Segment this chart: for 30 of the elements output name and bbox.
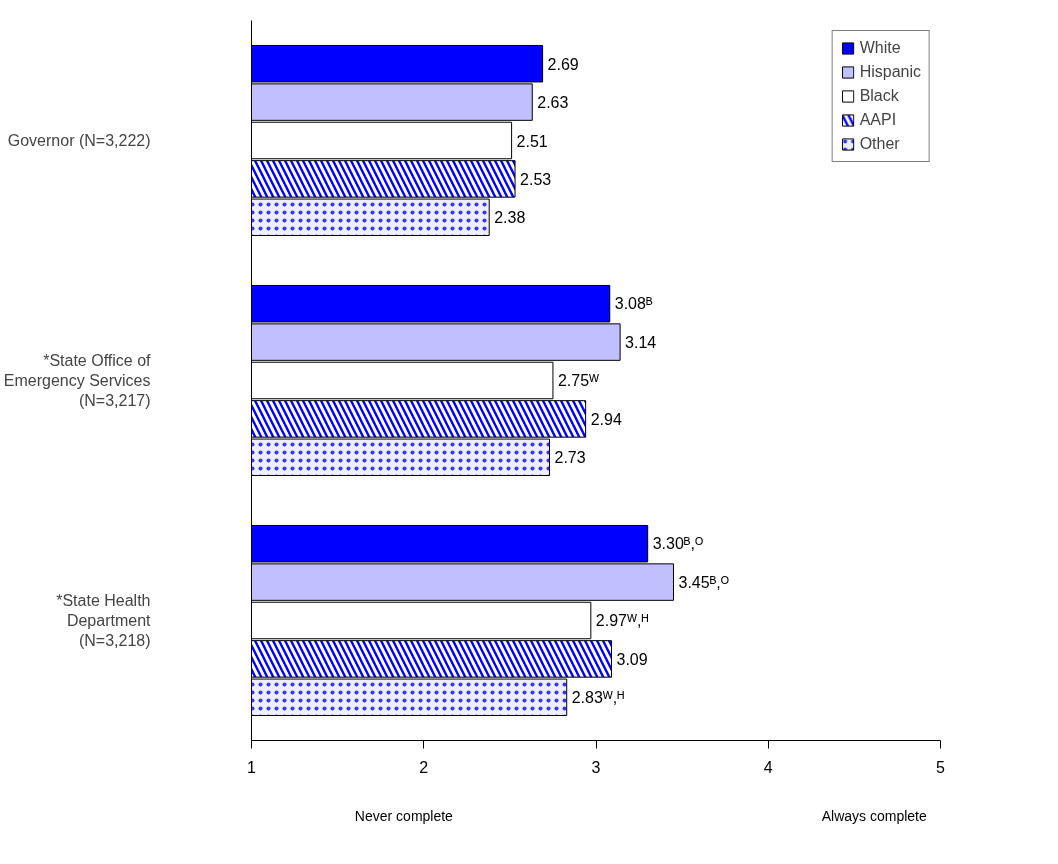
data-label: 2.97ᵂ,ᴴ [595,612,649,629]
legend-label: White [859,39,901,57]
data-label: 3.45ᴮ,ᴼ [678,573,729,591]
data-label: 2.51 [516,132,548,150]
data-label: 2.53 [520,170,552,188]
text: Never complete [354,807,454,824]
data-label: 2.73 [554,449,586,467]
data-label: 2.75ᵂ [557,372,600,389]
legend-label: Hispanic [859,63,921,81]
x-tick-label: 1 [247,758,257,776]
data-label: 3.14 [625,334,657,352]
data-label: 3.08ᴮ [614,295,653,313]
data-label: 2.38 [494,209,526,227]
data-label: 2.94 [590,410,622,428]
x-tick-label: 3 [591,758,601,776]
y-tick-label: Governor (N=3,222) [7,132,151,149]
legend-label: Black [859,87,899,105]
data-label: 2.63 [537,94,569,112]
y-tick-label: *State Health Department (N=3,218) [56,591,152,650]
data-label: 3.30ᴮ,ᴼ [652,535,704,553]
x-tick-label: 5 [936,758,946,776]
x-tick-label: 2 [419,758,429,776]
data-label: 3.09 [616,650,648,668]
y-tick-label: *State Office of Emergency Services (N=3,217) [3,351,152,410]
x-tick-label: 4 [763,758,773,776]
legend-label: AAPI [859,111,897,129]
data-label: 2.69 [547,55,579,73]
text: Always complete [821,807,927,824]
legend-label: Other [859,135,900,153]
data-label: 2.83ᵂ,ᴴ [571,688,625,706]
